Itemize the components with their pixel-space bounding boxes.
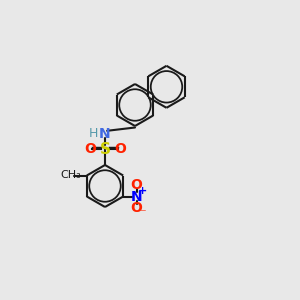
Text: O: O	[84, 142, 96, 156]
Text: H: H	[89, 127, 98, 140]
Text: S: S	[100, 142, 110, 157]
Text: O: O	[114, 142, 126, 156]
Text: N: N	[99, 127, 111, 141]
Text: ⁻: ⁻	[139, 207, 146, 220]
Text: +: +	[138, 185, 147, 196]
Text: O: O	[131, 178, 142, 191]
Text: N: N	[131, 190, 142, 203]
Text: O: O	[131, 202, 142, 215]
Text: CH₃: CH₃	[60, 170, 81, 181]
